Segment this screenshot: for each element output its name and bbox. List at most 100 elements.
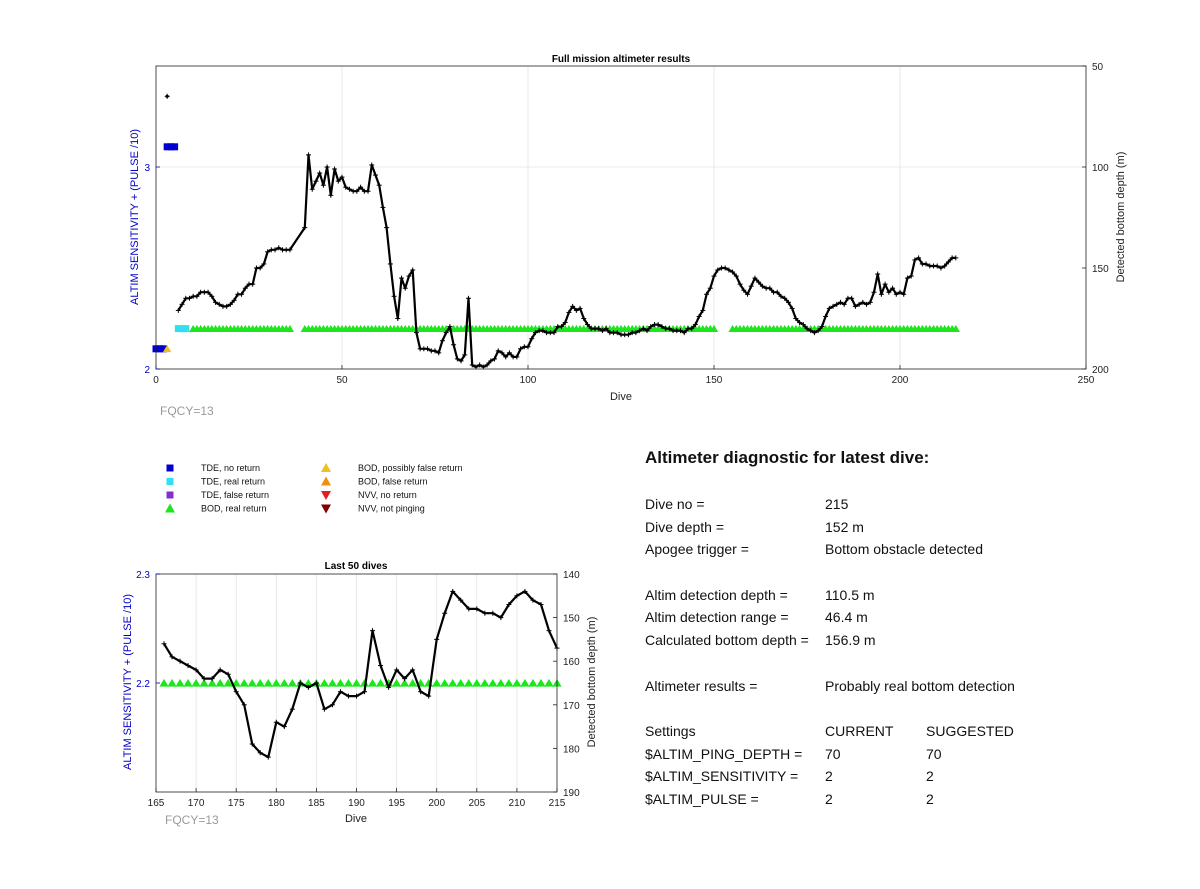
right-tick-label: 100 bbox=[1092, 163, 1109, 174]
real-return-marker bbox=[285, 324, 295, 332]
setting-current: 2 bbox=[825, 790, 833, 807]
last-50-dives-chart: 165 170 175 180 185 190 195 200 205 210 215 2.2 2.3 1… bbox=[122, 561, 598, 827]
bottom-depth-point bbox=[499, 350, 505, 356]
bottom-depth-point bbox=[335, 178, 341, 184]
bottom-depth-point bbox=[345, 693, 351, 699]
bottom-depth-point bbox=[800, 322, 806, 328]
bottom-depth-point bbox=[213, 299, 219, 305]
legend-label: BOD, real return bbox=[201, 504, 267, 514]
bottom-depth-point bbox=[904, 275, 910, 281]
bottom-depth-point bbox=[700, 307, 706, 313]
diag-row-detection-depth: Altim detection depth = 110.5 m bbox=[645, 584, 1165, 607]
bottom-depth-point bbox=[797, 320, 803, 326]
real-return-marker bbox=[951, 324, 960, 332]
tde-real-return-marker bbox=[174, 325, 182, 333]
bottom-depth-point bbox=[916, 255, 922, 261]
bottom-depth-point bbox=[458, 358, 464, 364]
bottom-depth-point bbox=[826, 305, 832, 311]
bottom-depth-point bbox=[217, 667, 223, 673]
real-return-marker bbox=[159, 678, 169, 687]
bottom-depth-point bbox=[908, 273, 914, 279]
bottom-depth-point bbox=[655, 322, 661, 328]
bottom-ticks: 165 170 175 180 185 190 195 200 205 210 215 2.2 2.3 1… bbox=[136, 570, 580, 809]
bottom-depth-point bbox=[194, 293, 200, 299]
setting-suggested: 2 bbox=[926, 768, 934, 785]
bottom-footnote: FQCY=13 bbox=[165, 813, 219, 827]
bottom-depth-point bbox=[518, 346, 524, 352]
bottom-depth-point bbox=[177, 658, 183, 664]
x-tick-label: 170 bbox=[188, 798, 205, 809]
bottom-depth-point bbox=[577, 305, 583, 311]
bottom-depth-point bbox=[934, 263, 940, 269]
legend-square-icon bbox=[166, 478, 174, 485]
bottom-depth-point bbox=[465, 295, 471, 301]
bottom-depth-point bbox=[169, 654, 175, 660]
bottom-depth-point bbox=[231, 297, 237, 303]
diagnostic-heading: Altimeter diagnostic for latest dive: bbox=[645, 448, 930, 467]
bottom-depth-point bbox=[808, 328, 814, 334]
bottom-depth-point bbox=[276, 245, 282, 251]
bottom-depth-point bbox=[823, 313, 829, 319]
bottom-depth-point bbox=[185, 663, 191, 669]
bod-possibly-false-marker bbox=[162, 345, 172, 353]
setting-name: $ALTIM_PULSE = bbox=[645, 790, 759, 807]
bottom-depth-point bbox=[893, 291, 899, 297]
legend-label: TDE, real return bbox=[201, 477, 265, 487]
bottom-depth-point bbox=[432, 348, 438, 354]
bottom-depth-point bbox=[233, 689, 239, 695]
bottom-depth-point bbox=[425, 346, 431, 352]
bottom-depth-point bbox=[538, 602, 544, 608]
x-tick-label: 195 bbox=[388, 798, 405, 809]
real-return-marker bbox=[287, 678, 297, 687]
settings-row-sensitivity: $ALTIM_SENSITIVITY = 2 2 bbox=[645, 765, 1165, 788]
legend-item: TDE, false return bbox=[166, 490, 269, 500]
legend-triangle-up-icon bbox=[321, 463, 331, 472]
top-plot-frame bbox=[155, 65, 1087, 370]
bottom-depth-point bbox=[287, 247, 293, 253]
bottom-depth-point bbox=[477, 362, 483, 368]
legend-item: BOD, possibly false return bbox=[321, 463, 463, 473]
x-tick-label: 50 bbox=[336, 375, 348, 386]
real-return-marker bbox=[472, 678, 482, 687]
bottom-depth-point bbox=[752, 275, 758, 281]
bottom-depth-point bbox=[506, 602, 512, 608]
diag-value: Probably real bottom detection bbox=[825, 677, 1015, 694]
bottom-depth-point bbox=[849, 295, 855, 301]
altimeter-diagnostic-panel: Altimeter diagnostic for latest dive: Di… bbox=[645, 448, 1165, 811]
real-return-marker bbox=[400, 678, 410, 687]
bottom-depth-point bbox=[882, 281, 888, 287]
bottom-depth-point bbox=[332, 166, 338, 172]
real-return-marker bbox=[504, 678, 514, 687]
right-tick-label: 150 bbox=[1092, 264, 1109, 275]
bottom-depth-point bbox=[249, 741, 255, 747]
bottom-depth-point bbox=[811, 330, 817, 336]
setting-name: $ALTIM_SENSITIVITY = bbox=[645, 768, 799, 785]
bottom-depth-point bbox=[224, 303, 230, 309]
bottom-depth-point bbox=[603, 326, 609, 332]
real-return-marker bbox=[191, 678, 201, 687]
bottom-depth-point bbox=[289, 706, 295, 712]
real-return-marker bbox=[319, 678, 330, 687]
bottom-depth-point bbox=[938, 265, 944, 271]
bottom-depth-point bbox=[860, 299, 866, 305]
bottom-depth-point bbox=[413, 330, 419, 336]
bottom-depth-point bbox=[201, 676, 207, 682]
bottom-depth-point bbox=[585, 322, 591, 328]
bottom-depth-point bbox=[562, 320, 568, 326]
diag-value: 46.4 m bbox=[825, 609, 868, 626]
bottom-depth-point bbox=[625, 332, 631, 338]
bottom-depth-point bbox=[696, 313, 702, 319]
bottom-depth-point bbox=[261, 261, 267, 267]
real-return-marker bbox=[520, 678, 530, 687]
settings-row-ping-depth: $ALTIM_PING_DEPTH = 70 70 bbox=[645, 743, 1165, 766]
bottom-depth-point bbox=[241, 702, 247, 708]
bottom-depth-point bbox=[369, 162, 375, 168]
bottom-depth-point bbox=[443, 330, 449, 336]
real-return-marker bbox=[223, 678, 233, 687]
diag-value: 152 m bbox=[825, 518, 864, 535]
bottom-depth-point bbox=[250, 281, 256, 287]
bottom-bottom-depth-series bbox=[161, 588, 560, 760]
real-return-marker bbox=[343, 678, 354, 687]
bottom-depth-point bbox=[767, 285, 773, 291]
